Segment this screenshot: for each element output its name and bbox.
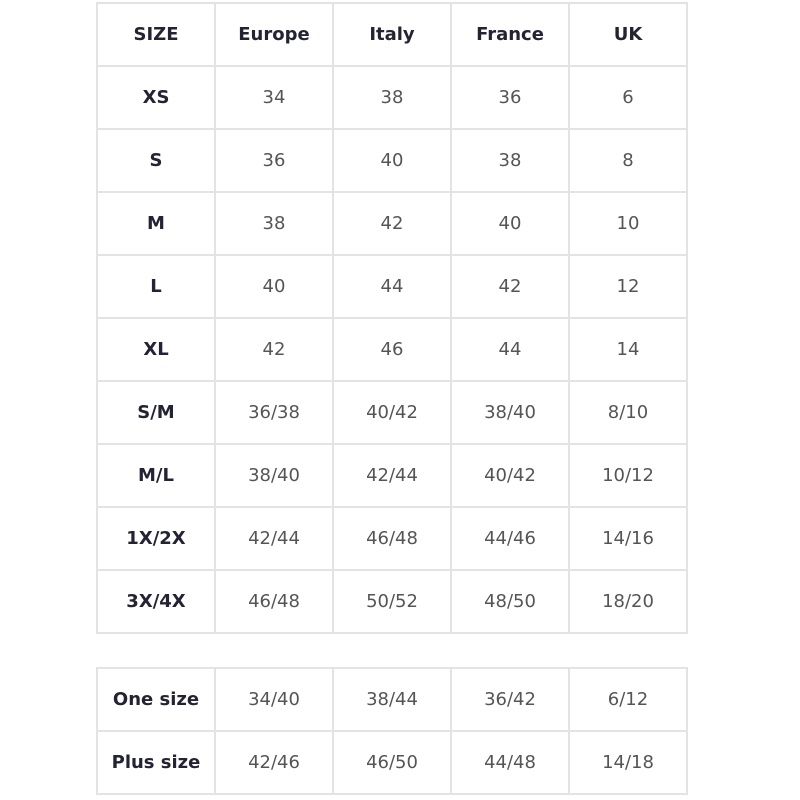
table-row: 1X/2X 42/44 46/48 44/46 14/16 — [96, 506, 688, 571]
size-value: 40 — [332, 128, 452, 193]
size-value: 40 — [214, 254, 334, 319]
size-label: M — [96, 191, 216, 256]
size-label: M/L — [96, 443, 216, 508]
size-value: 34/40 — [214, 667, 334, 732]
table-row: M 38 42 40 10 — [96, 191, 688, 256]
table-row: XS 34 38 36 6 — [96, 65, 688, 130]
size-value: 34 — [214, 65, 334, 130]
size-value: 38 — [450, 128, 570, 193]
column-header: Europe — [214, 2, 334, 67]
size-value: 44/46 — [450, 506, 570, 571]
size-value: 38/44 — [332, 667, 452, 732]
size-value: 14/16 — [568, 506, 688, 571]
size-value: 46/50 — [332, 730, 452, 795]
size-value: 42 — [450, 254, 570, 319]
column-header: SIZE — [96, 2, 216, 67]
table-row: One size 34/40 38/44 36/42 6/12 — [96, 667, 688, 732]
size-label: S — [96, 128, 216, 193]
size-value: 42/44 — [214, 506, 334, 571]
special-sizes-table: One size 34/40 38/44 36/42 6/12 Plus size 42/4… — [96, 667, 688, 795]
size-value: 10/12 — [568, 443, 688, 508]
size-value: 18/20 — [568, 569, 688, 634]
size-value: 36 — [214, 128, 334, 193]
size-value: 44/48 — [450, 730, 570, 795]
table-row: 3X/4X 46/48 50/52 48/50 18/20 — [96, 569, 688, 634]
size-value: 46/48 — [214, 569, 334, 634]
table-row: M/L 38/40 42/44 40/42 10/12 — [96, 443, 688, 508]
size-value: 38 — [332, 65, 452, 130]
size-value: 50/52 — [332, 569, 452, 634]
size-value: 6 — [568, 65, 688, 130]
size-label: XL — [96, 317, 216, 382]
size-value: 10 — [568, 191, 688, 256]
size-chart-table: SIZE Europe Italy France UK XS 34 38 36 6 S 36 40 38… — [96, 2, 688, 634]
table-row: S/M 36/38 40/42 38/40 8/10 — [96, 380, 688, 445]
size-label: S/M — [96, 380, 216, 445]
table-row: S 36 40 38 8 — [96, 128, 688, 193]
size-value: 36/42 — [450, 667, 570, 732]
size-value: 44 — [332, 254, 452, 319]
table-row: XL 42 46 44 14 — [96, 317, 688, 382]
size-value: 40/42 — [332, 380, 452, 445]
table-row: L 40 44 42 12 — [96, 254, 688, 319]
size-value: 14 — [568, 317, 688, 382]
size-value: 6/12 — [568, 667, 688, 732]
size-value: 36/38 — [214, 380, 334, 445]
size-value: 40/42 — [450, 443, 570, 508]
size-value: 42 — [214, 317, 334, 382]
column-header: UK — [568, 2, 688, 67]
column-header: France — [450, 2, 570, 67]
size-value: 8/10 — [568, 380, 688, 445]
size-value: 12 — [568, 254, 688, 319]
size-value: 44 — [450, 317, 570, 382]
size-value: 38/40 — [214, 443, 334, 508]
size-value: 38/40 — [450, 380, 570, 445]
size-value: 42/46 — [214, 730, 334, 795]
table-row: Plus size 42/46 46/50 44/48 14/18 — [96, 730, 688, 795]
size-value: 46/48 — [332, 506, 452, 571]
size-value: 42/44 — [332, 443, 452, 508]
size-value: 40 — [450, 191, 570, 256]
header-row: SIZE Europe Italy France UK — [96, 2, 688, 67]
size-value: 42 — [332, 191, 452, 256]
size-value: 38 — [214, 191, 334, 256]
size-value: 46 — [332, 317, 452, 382]
column-header: Italy — [332, 2, 452, 67]
size-value: 48/50 — [450, 569, 570, 634]
size-label: Plus size — [96, 730, 216, 795]
size-value: 14/18 — [568, 730, 688, 795]
size-label: XS — [96, 65, 216, 130]
size-label: 3X/4X — [96, 569, 216, 634]
size-label: L — [96, 254, 216, 319]
size-label: 1X/2X — [96, 506, 216, 571]
size-value: 36 — [450, 65, 570, 130]
size-label: One size — [96, 667, 216, 732]
size-value: 8 — [568, 128, 688, 193]
